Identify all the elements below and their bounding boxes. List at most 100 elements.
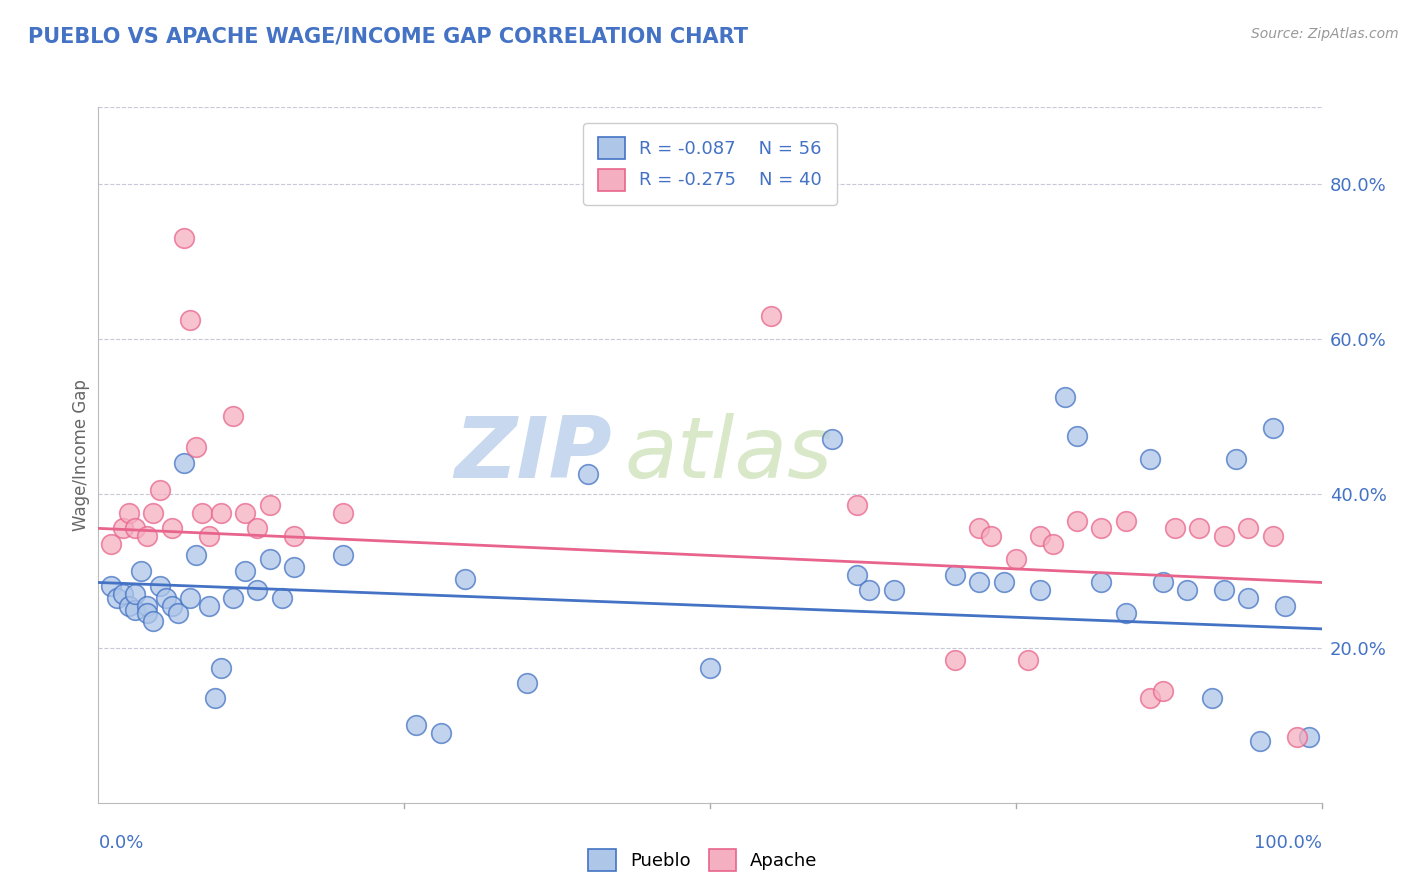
Point (124, 521, 146, 535)
Point (186, 549, 208, 563)
Point (821, 433, 844, 447)
Point (1139, 451, 1161, 466)
Point (1201, 691, 1223, 706)
Point (1090, 575, 1112, 590)
Point (1261, 421, 1284, 435)
Point (1175, 583, 1198, 598)
Point (1115, 514, 1137, 528)
Point (1017, 653, 1039, 667)
Point (155, 591, 177, 605)
Point (1115, 607, 1137, 621)
Point (405, 718, 427, 732)
Point (124, 587, 146, 601)
Point (1261, 529, 1284, 543)
Point (179, 312, 201, 326)
Point (118, 599, 141, 613)
Point (845, 498, 868, 512)
Point (1152, 575, 1174, 590)
Point (845, 567, 868, 582)
Point (1188, 521, 1211, 535)
Point (1237, 521, 1260, 535)
Point (967, 521, 990, 535)
Text: 100.0%: 100.0% (1254, 834, 1322, 852)
Point (136, 529, 159, 543)
Point (209, 506, 232, 520)
Point (167, 607, 190, 621)
Point (149, 483, 172, 497)
Point (576, 467, 599, 482)
Text: Source: ZipAtlas.com: Source: ZipAtlas.com (1251, 27, 1399, 41)
Point (1090, 521, 1112, 535)
Point (209, 660, 232, 674)
Point (858, 583, 880, 598)
Point (136, 599, 159, 613)
Point (883, 583, 905, 598)
Point (118, 506, 141, 520)
Text: ZIP: ZIP (454, 413, 612, 497)
Point (173, 231, 195, 245)
Point (222, 409, 245, 424)
Point (111, 587, 134, 601)
Point (160, 599, 183, 613)
Point (1152, 683, 1174, 698)
Point (454, 572, 477, 586)
Point (1042, 537, 1064, 551)
Point (111, 521, 134, 535)
Text: atlas: atlas (624, 413, 832, 497)
Point (259, 552, 281, 566)
Point (1237, 591, 1260, 605)
Point (993, 575, 1015, 590)
Text: PUEBLO VS APACHE WAGE/INCOME GAP CORRELATION CHART: PUEBLO VS APACHE WAGE/INCOME GAP CORRELA… (28, 27, 748, 46)
Point (149, 579, 172, 593)
Point (332, 549, 354, 563)
Point (515, 676, 537, 690)
Point (173, 456, 195, 470)
Point (1066, 514, 1088, 528)
Point (1212, 583, 1234, 598)
Point (967, 575, 990, 590)
Point (105, 591, 128, 605)
Point (943, 567, 966, 582)
Point (100, 537, 122, 551)
Point (142, 506, 165, 520)
Point (761, 309, 783, 323)
Point (160, 521, 183, 535)
Point (124, 602, 146, 616)
Text: 0.0%: 0.0% (98, 834, 143, 852)
Point (283, 560, 305, 574)
Point (1053, 390, 1076, 404)
Y-axis label: Wage/Income Gap: Wage/Income Gap (72, 379, 90, 531)
Point (136, 607, 159, 621)
Point (270, 591, 294, 605)
Point (246, 521, 269, 535)
Point (142, 614, 165, 628)
Point (1286, 730, 1309, 744)
Point (943, 653, 966, 667)
Point (197, 599, 219, 613)
Point (430, 726, 453, 740)
Point (283, 529, 305, 543)
Point (1225, 451, 1247, 466)
Point (233, 564, 256, 578)
Point (1164, 521, 1187, 535)
Point (1139, 691, 1161, 706)
Point (179, 591, 201, 605)
Point (197, 529, 219, 543)
Point (1249, 734, 1271, 748)
Point (222, 591, 245, 605)
Point (1212, 529, 1234, 543)
Point (1004, 552, 1026, 566)
Point (1274, 599, 1296, 613)
Point (1029, 583, 1052, 598)
Point (233, 506, 256, 520)
Legend: Pueblo, Apache: Pueblo, Apache (581, 842, 825, 879)
Legend: R = -0.087    N = 56, R = -0.275    N = 40: R = -0.087 N = 56, R = -0.275 N = 40 (583, 123, 837, 205)
Point (204, 691, 226, 706)
Point (100, 579, 122, 593)
Point (191, 506, 214, 520)
Point (186, 440, 208, 454)
Point (332, 506, 354, 520)
Point (980, 529, 1002, 543)
Point (699, 660, 721, 674)
Point (259, 498, 281, 512)
